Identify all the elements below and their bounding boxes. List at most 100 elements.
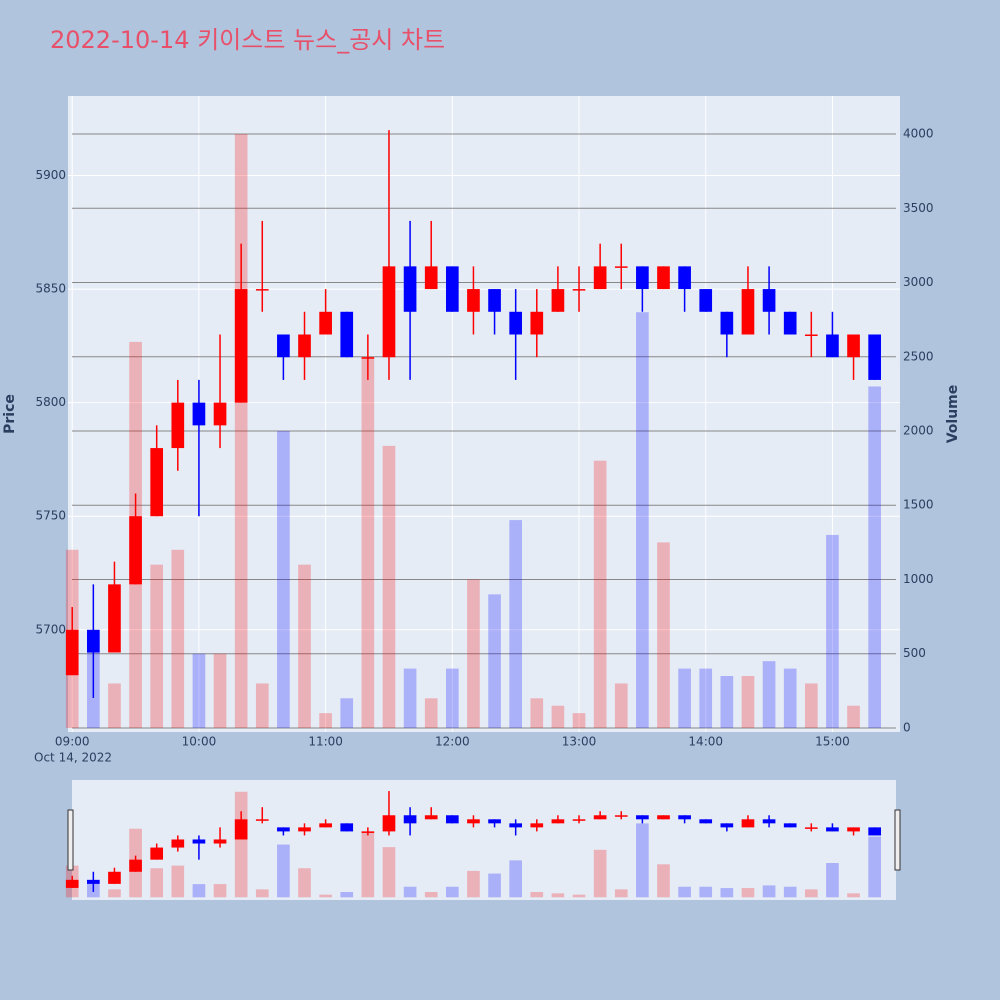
volume-bar bbox=[340, 698, 354, 728]
body bbox=[762, 289, 776, 312]
body bbox=[255, 289, 269, 291]
slider-handle[interactable] bbox=[894, 809, 901, 871]
mini-volume-bar bbox=[614, 889, 628, 898]
x-tick-label: 11:00 bbox=[308, 735, 343, 749]
x-tick-label: 13:00 bbox=[562, 735, 597, 749]
volume-bar bbox=[741, 676, 755, 728]
volume-bar bbox=[361, 356, 375, 728]
y2-tick-label: 1000 bbox=[903, 572, 934, 586]
mini-body bbox=[108, 871, 121, 884]
mini-body bbox=[741, 819, 755, 828]
y-tick-label: 5700 bbox=[35, 622, 66, 636]
mini-body bbox=[277, 827, 290, 832]
mini-volume-bar bbox=[762, 885, 776, 898]
mini-body bbox=[657, 815, 670, 820]
mini-volume-bar bbox=[868, 836, 881, 898]
y2-tick-label: 3500 bbox=[903, 201, 934, 215]
volume-bar bbox=[614, 683, 628, 728]
mini-body bbox=[213, 839, 227, 844]
body bbox=[234, 289, 248, 403]
mini-body bbox=[382, 815, 396, 832]
volume-bar bbox=[424, 698, 438, 728]
body bbox=[720, 311, 734, 335]
mini-body bbox=[614, 815, 628, 817]
body bbox=[467, 289, 480, 312]
body bbox=[403, 266, 417, 312]
body bbox=[678, 266, 691, 290]
mini-volume-bar bbox=[826, 862, 839, 898]
volume-bar bbox=[213, 653, 227, 728]
mini-volume-bar bbox=[298, 868, 311, 898]
body bbox=[382, 266, 396, 358]
volume-bar bbox=[255, 683, 269, 728]
mini-body bbox=[129, 859, 142, 872]
mini-volume-bar bbox=[847, 893, 860, 898]
body bbox=[530, 311, 544, 335]
mini-body bbox=[171, 839, 185, 848]
body bbox=[277, 334, 290, 358]
volume-bar bbox=[699, 668, 713, 728]
mini-body bbox=[361, 831, 375, 833]
body bbox=[340, 311, 354, 358]
mini-volume-bar bbox=[551, 893, 565, 898]
x-tick-label: 14:00 bbox=[688, 735, 723, 749]
slider-handle[interactable] bbox=[67, 809, 74, 871]
x-tick-label: 15:00 bbox=[815, 735, 850, 749]
body bbox=[593, 266, 607, 290]
volume-bar bbox=[530, 698, 544, 728]
mini-volume-bar bbox=[657, 864, 670, 898]
body bbox=[488, 289, 501, 312]
mini-body bbox=[509, 823, 523, 828]
range-slider[interactable] bbox=[72, 780, 896, 900]
mini-body bbox=[403, 815, 417, 824]
mini-volume-bar bbox=[255, 889, 269, 898]
mini-body bbox=[847, 827, 860, 832]
mini-body bbox=[234, 819, 248, 840]
mini-body bbox=[699, 819, 713, 824]
x-date-label: Oct 14, 2022 bbox=[34, 751, 112, 765]
volume-bar bbox=[382, 445, 396, 728]
body bbox=[509, 311, 523, 335]
mini-body bbox=[720, 823, 734, 828]
volume-bar bbox=[868, 386, 881, 728]
mini-volume-bar bbox=[382, 847, 396, 898]
mini-body bbox=[319, 823, 332, 828]
mini-volume-bar bbox=[593, 849, 607, 898]
mini-volume-bar bbox=[234, 791, 248, 898]
mini-body bbox=[804, 827, 818, 829]
x-tick-label: 10:00 bbox=[182, 735, 217, 749]
mini-volume-bar bbox=[699, 886, 713, 898]
body bbox=[65, 629, 79, 676]
mini-volume-bar bbox=[572, 894, 586, 898]
y2-tick-label: 3000 bbox=[903, 275, 934, 289]
mini-volume-bar bbox=[509, 860, 523, 898]
volume-bar bbox=[678, 668, 691, 728]
mini-volume-bar bbox=[467, 870, 480, 898]
volume-bar bbox=[657, 542, 670, 728]
volume-bar bbox=[593, 460, 607, 728]
volume-bar bbox=[403, 668, 417, 728]
mini-volume-bar bbox=[445, 886, 459, 898]
volume-bar bbox=[488, 594, 501, 728]
mini-body bbox=[593, 815, 607, 820]
mini-body bbox=[87, 879, 100, 884]
volume-bar bbox=[298, 564, 311, 728]
y2-tick-label: 0 bbox=[903, 720, 911, 734]
mini-body bbox=[572, 819, 586, 821]
volume-bar bbox=[572, 713, 586, 728]
x-tick-label: 09:00 bbox=[55, 735, 90, 749]
body bbox=[424, 266, 438, 290]
y2-tick-label: 500 bbox=[903, 646, 926, 660]
body bbox=[319, 311, 332, 335]
volume-bar bbox=[171, 549, 185, 728]
mini-body bbox=[636, 815, 649, 820]
body bbox=[108, 584, 121, 653]
mini-body bbox=[255, 819, 269, 821]
body bbox=[551, 289, 565, 312]
mini-body bbox=[467, 819, 480, 824]
body bbox=[150, 448, 164, 517]
y2-axis-title: Volume bbox=[945, 385, 961, 444]
volume-bar bbox=[720, 676, 734, 728]
volume-bar bbox=[445, 668, 459, 728]
